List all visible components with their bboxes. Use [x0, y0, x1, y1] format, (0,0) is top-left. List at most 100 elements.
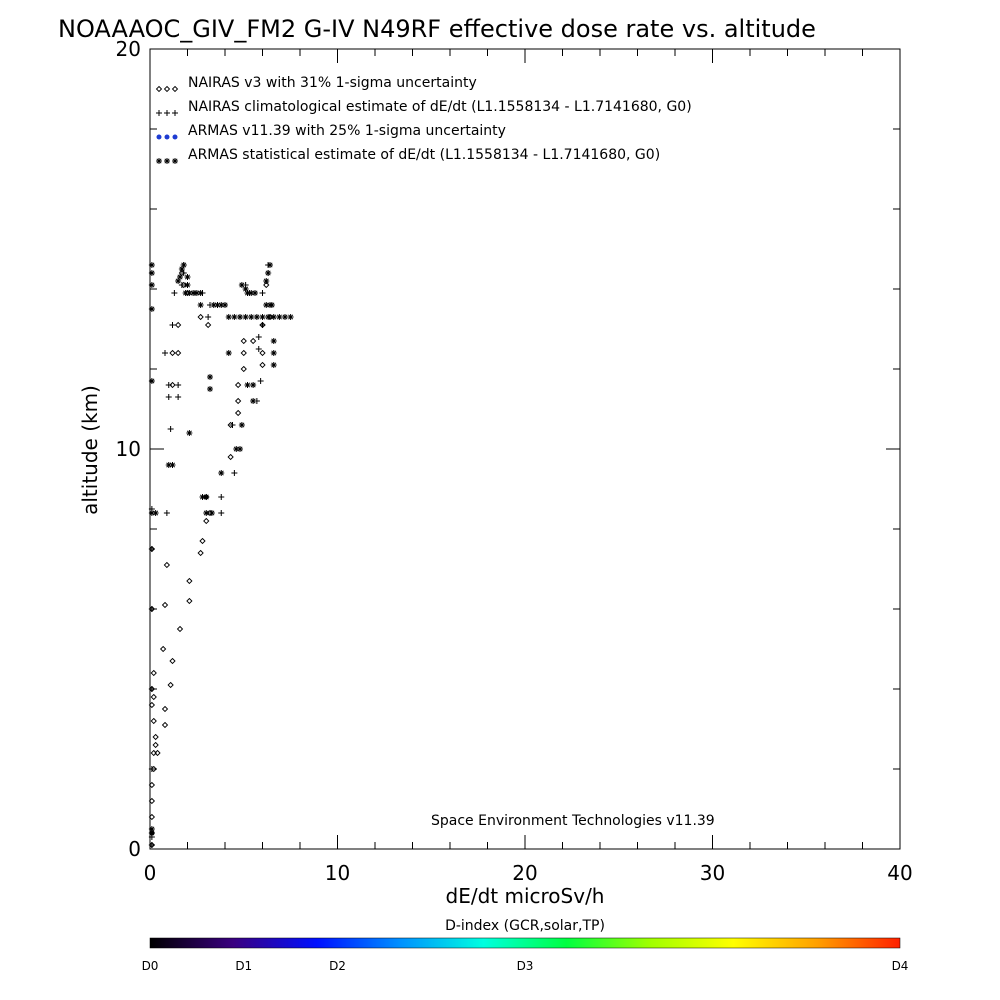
data-point [244, 290, 251, 296]
data-point [203, 517, 210, 525]
data-point [197, 290, 204, 296]
data-point [163, 510, 170, 516]
y-tick-label: 10 [116, 437, 141, 461]
data-point [177, 274, 183, 280]
data-point [207, 374, 213, 380]
data-point [152, 510, 159, 516]
data-point [148, 701, 156, 709]
data-point [210, 302, 217, 308]
data-point [233, 446, 240, 452]
data-point [176, 625, 184, 633]
data-point [244, 382, 251, 388]
data-point [186, 577, 193, 585]
data-point [265, 314, 272, 320]
data-point [162, 350, 168, 356]
data-point [148, 510, 155, 516]
data-point [237, 446, 243, 452]
data-point [259, 314, 266, 320]
data-point [167, 681, 174, 689]
data-point [265, 270, 272, 276]
data-point [186, 290, 193, 296]
data-point [148, 830, 155, 836]
data-point [218, 470, 225, 476]
y-tick-label: 20 [116, 37, 141, 61]
data-point [150, 717, 157, 725]
data-point [263, 302, 270, 308]
data-point [148, 826, 155, 832]
data-point [165, 382, 172, 388]
data-point [186, 430, 193, 436]
data-point [178, 282, 185, 288]
data-point [231, 314, 238, 320]
data-point [259, 290, 266, 296]
data-point [159, 645, 167, 653]
data-point [165, 462, 172, 468]
credit-label: Space Environment Technologies v11.39 [431, 813, 715, 829]
data-point [222, 302, 228, 308]
data-point [248, 314, 255, 320]
data-point [214, 302, 221, 308]
data-point [240, 337, 247, 345]
x-tick-label: 20 [512, 861, 537, 885]
data-point [182, 290, 189, 296]
data-point [169, 462, 176, 468]
data-point [197, 549, 204, 557]
data-point [203, 510, 210, 516]
data-point [207, 386, 213, 392]
data-point [193, 290, 200, 296]
data-point [237, 314, 243, 320]
data-point [148, 797, 156, 805]
data-point [148, 842, 155, 848]
data-point [259, 322, 266, 328]
x-tick-label: 10 [325, 861, 350, 885]
data-point [175, 382, 182, 388]
data-point [152, 733, 159, 741]
data-point [238, 422, 245, 428]
data-point [204, 321, 212, 329]
data-point [255, 334, 262, 340]
legend-marker [156, 134, 162, 140]
data-point [234, 409, 242, 417]
data-point [282, 314, 288, 320]
y-tick-label: 0 [128, 837, 141, 861]
legend: NAIRAS v3 with 31% 1-sigma uncertainty NA… [155, 75, 692, 164]
data-point [148, 546, 155, 552]
data-point [169, 657, 176, 665]
colorbar-label: D4 [892, 959, 909, 973]
colorbar-label: D0 [142, 959, 159, 973]
data-point [190, 290, 197, 296]
axis-ticks [149, 48, 901, 850]
data-point [148, 686, 155, 692]
data-point [163, 561, 171, 569]
data-point [171, 290, 178, 296]
legend-marker [172, 158, 178, 164]
data-point [154, 749, 161, 757]
data-point [161, 705, 169, 713]
data-point [287, 314, 294, 320]
chart-title: NOAAAOC_GIV_FM2 G-IV N49RF effective dos… [58, 15, 816, 43]
data-point [218, 302, 225, 308]
data-point [197, 313, 204, 321]
legend-marker [155, 85, 163, 93]
legend-marker [172, 134, 178, 140]
legend-label: NAIRAS climatological estimate of dE/dt … [188, 99, 692, 115]
data-point [208, 510, 215, 516]
x-axis-title: dE/dt microSv/h [446, 884, 605, 908]
legend-marker [164, 158, 170, 164]
data-point [148, 378, 155, 384]
x-tick-label: 0 [144, 861, 157, 885]
legend-marker [164, 110, 170, 116]
data-point [165, 394, 172, 400]
data-point [259, 349, 266, 357]
data-point [203, 494, 210, 500]
data-point [150, 669, 157, 677]
data-point [263, 281, 270, 289]
data-point [161, 601, 169, 609]
data-point [197, 302, 204, 308]
data-point [199, 494, 206, 500]
data-point [227, 453, 234, 461]
data-point [161, 721, 169, 729]
legend-label: NAIRAS v3 with 31% 1-sigma uncertainty [188, 75, 477, 91]
data-point [174, 321, 182, 329]
legend-marker [156, 110, 162, 116]
